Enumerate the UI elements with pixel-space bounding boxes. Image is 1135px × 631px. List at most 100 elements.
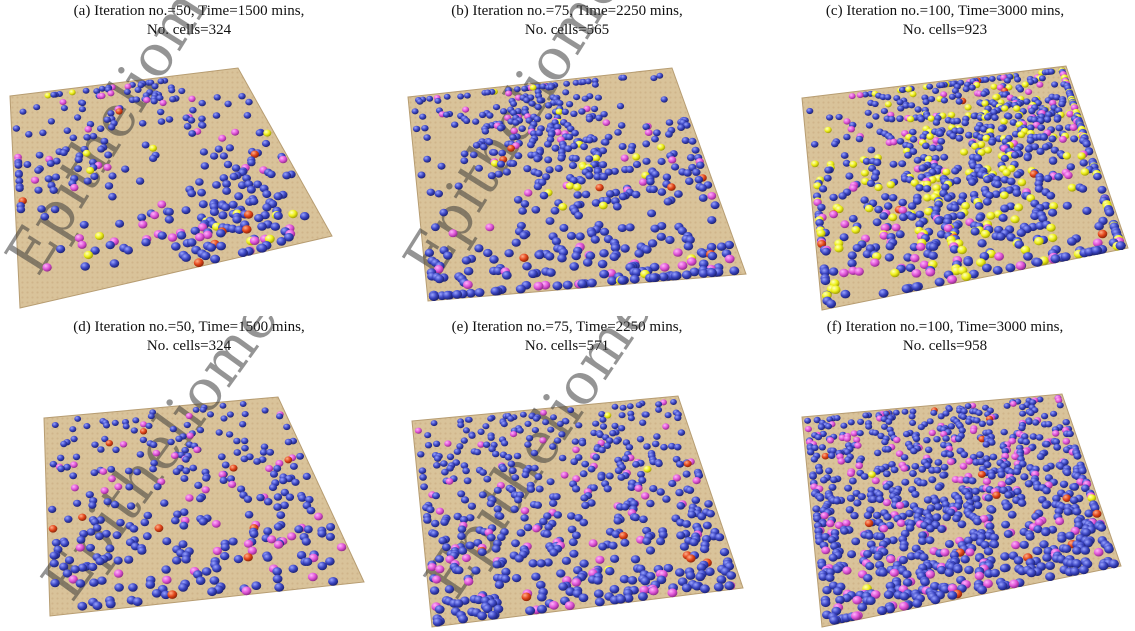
cell-magenta	[427, 563, 437, 572]
cell-blue	[940, 153, 949, 161]
cell-blue	[983, 461, 992, 469]
cell-blue	[853, 499, 862, 507]
cell-red	[193, 258, 204, 268]
cell-blue	[37, 205, 46, 213]
cell-blue	[462, 427, 470, 434]
cell-blue	[433, 462, 441, 469]
cell-blue	[985, 522, 995, 531]
cell-blue	[247, 158, 256, 167]
cell-magenta	[1009, 579, 1019, 589]
cell-blue	[612, 438, 621, 445]
cell-blue	[991, 114, 999, 121]
cell-blue	[479, 469, 487, 476]
cell-blue	[1104, 544, 1114, 554]
cell-blue	[940, 97, 948, 104]
cell-blue	[928, 251, 938, 260]
cell-blue	[597, 259, 608, 269]
cell-blue	[496, 533, 506, 541]
cell-yellow	[1002, 169, 1011, 177]
cell-blue	[962, 86, 970, 93]
cell-blue	[881, 438, 889, 446]
cell-blue	[1019, 403, 1026, 411]
cell-blue	[1051, 81, 1059, 88]
cell-blue	[716, 242, 727, 251]
cell-blue	[112, 446, 120, 454]
cell-magenta	[1011, 541, 1021, 550]
cell-blue	[1078, 565, 1089, 575]
cell-yellow	[1021, 81, 1029, 88]
cell-blue	[574, 514, 583, 522]
cell-blue	[936, 130, 945, 137]
cell-blue	[90, 469, 99, 477]
cell-magenta	[267, 535, 277, 544]
cell-blue	[262, 190, 272, 199]
cell-blue	[551, 144, 560, 152]
cell-blue	[980, 125, 988, 133]
cell-blue	[254, 214, 264, 223]
cell-red	[864, 519, 874, 528]
cell-blue	[872, 511, 882, 520]
cell-blue	[132, 96, 141, 103]
cell-blue	[263, 553, 273, 562]
cell-blue	[240, 455, 249, 463]
cell-blue	[179, 521, 189, 530]
cell-blue	[655, 460, 663, 468]
cell-blue	[132, 597, 143, 607]
cell-blue	[571, 251, 581, 261]
cell-yellow	[999, 191, 1009, 200]
cell-blue	[987, 506, 997, 514]
cell-blue	[137, 213, 147, 222]
cell-blue	[809, 472, 817, 480]
cell-blue	[617, 224, 627, 233]
cell-blue	[416, 98, 424, 105]
cell-magenta	[140, 421, 147, 428]
cell-blue	[573, 191, 582, 199]
cell-blue	[460, 496, 470, 504]
panel-caption: (f) Iteration no.=100, Time=3000 mins, N…	[756, 318, 1134, 356]
cell-blue	[149, 465, 158, 473]
cell-red	[167, 590, 178, 599]
cell-yellow	[868, 471, 876, 478]
cell-magenta	[940, 548, 950, 557]
cell-blue	[590, 235, 600, 244]
cell-blue	[598, 161, 608, 169]
cell-blue	[1078, 185, 1088, 193]
cell-blue	[878, 568, 888, 577]
cell-blue	[911, 282, 922, 292]
cell-blue	[627, 483, 636, 491]
cell-blue	[928, 144, 937, 152]
cell-blue	[625, 223, 635, 232]
cell-blue	[973, 154, 983, 162]
cell-blue	[74, 114, 82, 121]
cell-blue	[511, 539, 520, 548]
cell-blue	[545, 217, 555, 225]
cell-blue	[542, 530, 552, 538]
cell-blue	[863, 511, 873, 520]
cell-magenta	[826, 519, 835, 528]
cell-magenta	[30, 176, 40, 184]
cell-blue	[542, 419, 550, 426]
cell-blue	[1080, 546, 1091, 555]
cell-blue	[713, 582, 724, 592]
cell-blue	[997, 471, 1006, 479]
cell-blue	[276, 511, 286, 519]
cell-blue	[581, 460, 590, 468]
cell-blue	[474, 244, 484, 253]
cell-magenta	[444, 440, 452, 447]
cell-blue	[486, 500, 495, 508]
cell-blue	[1050, 410, 1058, 417]
panel-caption: (b) Iteration no.=75, Time=2250 mins, No…	[378, 2, 756, 40]
cell-blue	[862, 250, 872, 259]
cell-blue	[196, 426, 205, 434]
cell-blue	[442, 290, 453, 300]
cell-blue	[457, 532, 466, 540]
cell-magenta	[114, 483, 123, 491]
panel-caption: (d) Iteration no.=50, Time=1500 mins, No…	[0, 318, 378, 356]
cell-blue	[198, 122, 207, 129]
cell-blue	[905, 509, 914, 518]
cell-blue	[910, 447, 918, 455]
cell-blue	[460, 462, 469, 469]
cell-blue	[676, 531, 686, 540]
cell-blue	[1065, 531, 1075, 540]
cell-blue	[917, 424, 925, 431]
